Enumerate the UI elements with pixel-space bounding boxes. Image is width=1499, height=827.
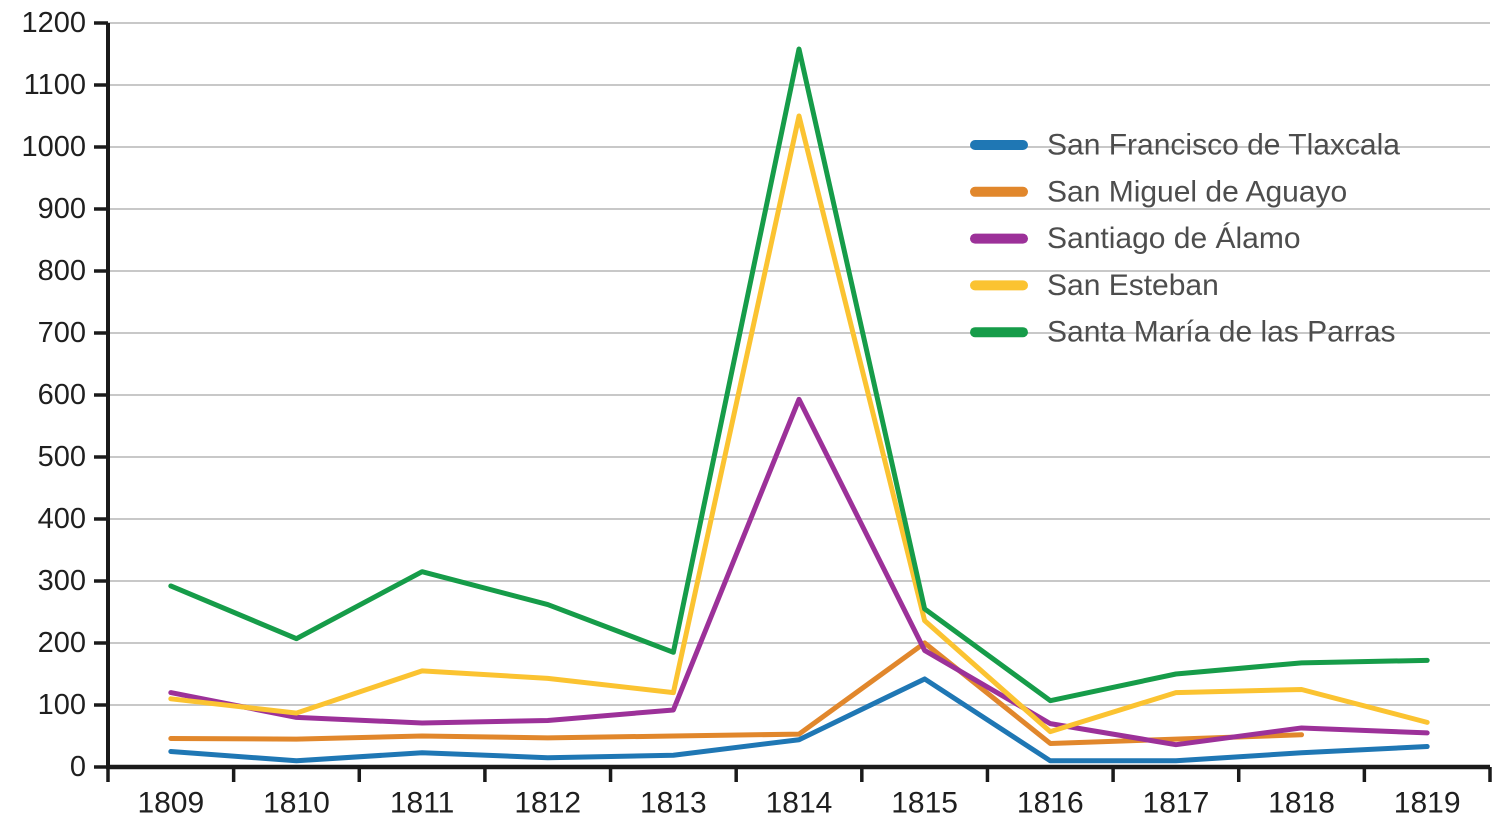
x-tick-label-1818: 1818 [1268, 787, 1335, 820]
series-layer [168, 46, 1430, 764]
y-tick-label-1200: 1200 [21, 7, 86, 39]
y-tick-label-900: 900 [38, 193, 86, 225]
legend-item-san-miguel-de-aguayo: San Miguel de Aguayo [970, 175, 1347, 208]
axes-layer: 0 100 200 300 400 500 600 700 800 900 1000 1100 1200… [21, 7, 1492, 820]
legend-item-santiago-de-alamo: Santiago de Álamo [970, 222, 1301, 255]
x-tick-label-1817: 1817 [1143, 787, 1210, 820]
legend-label-santiago-de-alamo: Santiago de Álamo [1047, 222, 1301, 255]
y-tick-label-600: 600 [38, 379, 86, 411]
x-tick-label-1813: 1813 [640, 787, 707, 820]
x-tick-label-1810: 1810 [263, 787, 330, 820]
series-line-san-esteban [168, 113, 1430, 735]
y-tick-label-800: 800 [38, 255, 86, 287]
legend: San Francisco de Tlaxcala San Miguel de A… [970, 129, 1400, 349]
y-tick-label-200: 200 [38, 627, 86, 659]
x-tick-label-1815: 1815 [891, 787, 958, 820]
y-tick-label-700: 700 [38, 317, 86, 349]
y-tick-label-0: 0 [70, 751, 86, 783]
x-tick-label-1811: 1811 [390, 787, 455, 820]
legend-item-santa-maria-de-las-parras: Santa María de las Parras [970, 316, 1396, 349]
series-line-santa-maria-de-las-parras [168, 46, 1430, 704]
legend-label-san-francisco-de-tlaxcala: San Francisco de Tlaxcala [1047, 129, 1400, 162]
y-tick-label-1100: 1100 [24, 69, 86, 101]
y-tick-label-500: 500 [38, 441, 86, 473]
legend-label-santa-maria-de-las-parras: Santa María de las Parras [1047, 316, 1396, 349]
legend-label-san-miguel-de-aguayo: San Miguel de Aguayo [1047, 175, 1347, 208]
series-line-san-miguel-de-aguayo [168, 640, 1305, 746]
x-tick-label-1819: 1819 [1394, 787, 1461, 820]
legend-item-san-esteban: San Esteban [970, 269, 1219, 302]
x-tick-label-1814: 1814 [766, 787, 833, 820]
series-line-santiago-de-alamo [168, 396, 1430, 748]
y-tick-label-300: 300 [38, 565, 86, 597]
x-tick-label-1809: 1809 [137, 787, 204, 820]
y-tick-label-1000: 1000 [21, 131, 86, 163]
y-tick-label-400: 400 [38, 503, 86, 535]
series-line-san-francisco-de-tlaxcala [168, 676, 1430, 764]
gridlines-layer [108, 22, 1490, 706]
legend-label-san-esteban: San Esteban [1047, 269, 1219, 302]
legend-item-san-francisco-de-tlaxcala: San Francisco de Tlaxcala [970, 129, 1400, 162]
y-tick-label-100: 100 [38, 689, 86, 721]
x-tick-label-1812: 1812 [514, 787, 581, 820]
x-tick-label-1816: 1816 [1017, 787, 1084, 820]
